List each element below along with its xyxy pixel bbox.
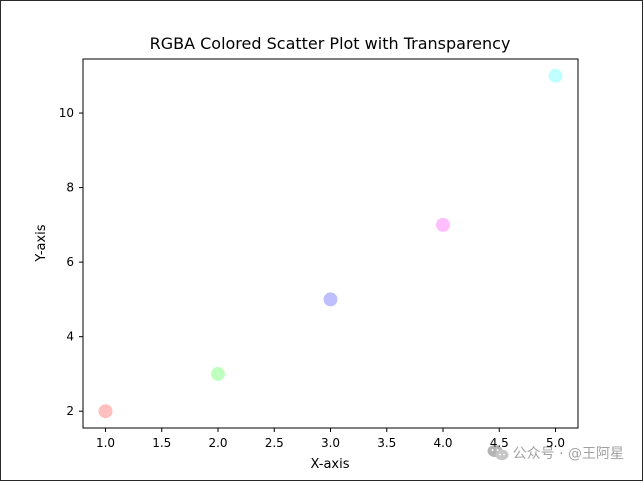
x-tick-label: 2.0 (208, 436, 227, 450)
y-tick-label: 4 (66, 330, 74, 344)
x-tick-label: 5.0 (546, 436, 565, 450)
x-axis-label: X-axis (311, 457, 350, 472)
y-tick-label: 8 (66, 181, 74, 195)
y-axis: 2 4 6 8 10 (59, 106, 83, 418)
data-points (98, 68, 563, 419)
y-tick-label: 2 (66, 404, 74, 418)
wechat-icon (487, 445, 509, 461)
scatter-point (98, 404, 113, 419)
y-axis-label: Y-axis (34, 224, 49, 262)
scatter-point (548, 68, 563, 83)
x-tick-label: 2.5 (265, 436, 284, 450)
y-tick-label: 10 (59, 106, 74, 120)
scatter-point (323, 292, 338, 307)
x-tick-label: 3.5 (377, 436, 396, 450)
x-axis: 1.0 1.5 2.0 2.5 3.0 3.5 4.0 4.5 5.0 (96, 428, 565, 450)
chart-title: RGBA Colored Scatter Plot with Transpare… (150, 34, 511, 53)
x-tick-label: 1.0 (96, 436, 115, 450)
plot-area (82, 58, 579, 429)
watermark: 公众号 · @王阿星 (487, 443, 624, 463)
x-tick-label: 3.0 (321, 436, 340, 450)
scatter-point (436, 217, 450, 232)
scatter-point (211, 366, 225, 381)
y-tick-label: 6 (66, 255, 74, 269)
x-tick-label: 4.0 (433, 436, 452, 450)
watermark-text: 公众号 · @王阿星 (512, 446, 624, 462)
x-tick-label: 1.5 (152, 436, 171, 450)
